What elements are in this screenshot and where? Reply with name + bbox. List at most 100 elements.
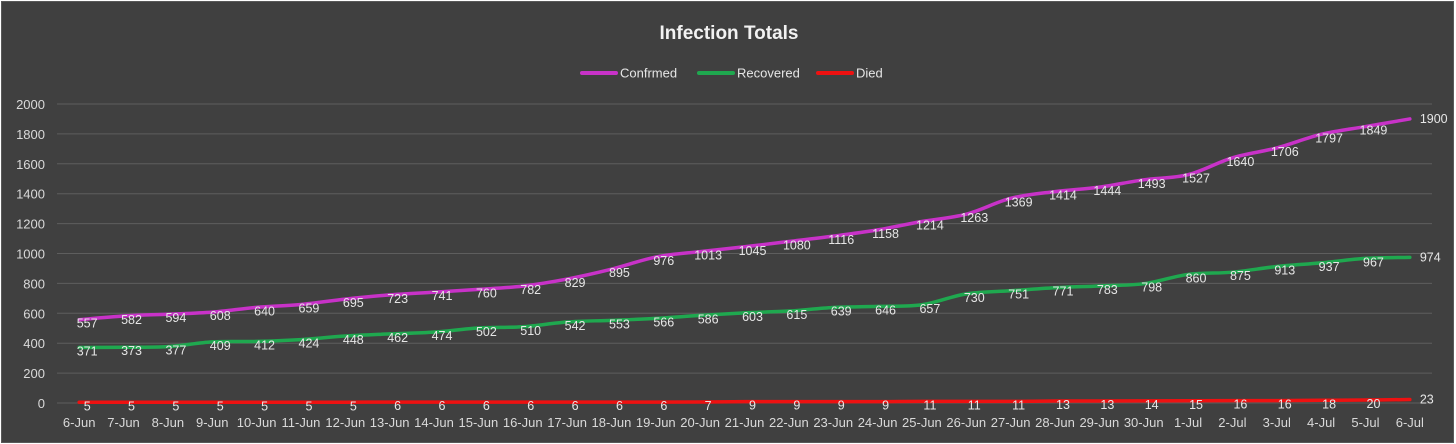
x-tick-label: 15-Jun xyxy=(458,415,498,430)
data-label-died: 11 xyxy=(1012,398,1025,412)
data-label-confrmed: 1527 xyxy=(1182,172,1210,186)
x-tick-label: 8-Jun xyxy=(152,415,185,430)
data-label-died: 16 xyxy=(1233,398,1247,412)
legend: Confrmed Recovered Died xyxy=(580,66,883,81)
x-tick-label: 14-Jun xyxy=(414,415,454,430)
x-tick-label: 19-Jun xyxy=(636,415,676,430)
data-label-recovered: 646 xyxy=(875,303,896,317)
y-tick-label: 1800 xyxy=(16,127,45,142)
data-label-confrmed: 723 xyxy=(387,292,408,306)
data-label-died: 11 xyxy=(968,398,981,412)
data-label-recovered: 783 xyxy=(1097,283,1118,297)
x-axis: 6-Jun 7-Jun 8-Jun 9-Jun 10-Jun 11-Jun 12-Jun 13… xyxy=(63,415,1424,430)
data-label-confrmed: 1263 xyxy=(960,211,988,225)
x-tick-label: 27-Jun xyxy=(991,415,1031,430)
x-tick-label: 13-Jun xyxy=(370,415,410,430)
data-label-died: 14 xyxy=(1145,398,1159,412)
data-label-confrmed: 976 xyxy=(653,254,674,268)
data-label-died: 23 xyxy=(1420,393,1434,407)
data-label-recovered: 424 xyxy=(299,337,320,351)
data-label-confrmed: 557 xyxy=(77,317,98,331)
x-tick-label: 30-Jun xyxy=(1124,415,1164,430)
data-label-recovered: 553 xyxy=(609,317,630,331)
data-label-recovered: 377 xyxy=(165,344,186,358)
data-label-confrmed: 1369 xyxy=(1005,195,1033,209)
data-label-died: 13 xyxy=(1100,398,1114,412)
y-tick-label: 200 xyxy=(23,366,45,381)
data-label-died: 15 xyxy=(1189,398,1203,412)
data-label-died: 6 xyxy=(439,399,446,413)
data-label-recovered: 462 xyxy=(387,331,408,345)
data-label-confrmed: 640 xyxy=(254,304,275,318)
y-tick-label: 1600 xyxy=(16,157,45,172)
data-label-confrmed: 782 xyxy=(520,283,541,297)
x-tick-label: 12-Jun xyxy=(325,415,365,430)
y-tick-label: 2000 xyxy=(16,97,45,112)
data-label-confrmed: 1493 xyxy=(1138,177,1166,191)
data-label-died: 5 xyxy=(172,399,179,413)
data-label-recovered: 586 xyxy=(698,312,719,326)
series-line-recovered xyxy=(77,255,1412,350)
x-tick-label: 3-Jul xyxy=(1263,415,1291,430)
x-tick-label: 23-Jun xyxy=(813,415,853,430)
legend-label-recovered: Recovered xyxy=(737,66,800,81)
data-label-confrmed: 1013 xyxy=(694,249,722,263)
data-label-recovered: 937 xyxy=(1319,260,1340,274)
data-label-died: 9 xyxy=(838,399,845,413)
data-label-died: 18 xyxy=(1322,397,1336,411)
data-label-died: 9 xyxy=(749,399,756,413)
data-label-died: 7 xyxy=(705,399,712,413)
data-label-confrmed: 1444 xyxy=(1093,184,1121,198)
x-tick-label: 26-Jun xyxy=(946,415,986,430)
legend-label-died: Died xyxy=(856,66,883,81)
data-label-recovered: 566 xyxy=(653,315,674,329)
data-label-died: 16 xyxy=(1278,398,1292,412)
y-tick-label: 400 xyxy=(23,336,45,351)
y-tick-label: 1200 xyxy=(16,217,45,232)
x-tick-label: 21-Jun xyxy=(725,415,765,430)
data-label-confrmed: 695 xyxy=(343,296,364,310)
data-label-confrmed: 594 xyxy=(165,311,186,325)
data-label-recovered: 751 xyxy=(1008,288,1029,302)
data-label-confrmed: 760 xyxy=(476,286,497,300)
data-label-died: 6 xyxy=(616,399,623,413)
data-label-recovered: 771 xyxy=(1053,285,1074,299)
x-tick-label: 6-Jul xyxy=(1396,415,1424,430)
data-label-died: 9 xyxy=(882,399,889,413)
x-tick-label: 29-Jun xyxy=(1079,415,1119,430)
data-label-recovered: 474 xyxy=(432,329,453,343)
data-label-recovered: 798 xyxy=(1141,281,1162,295)
data-label-confrmed: 1900 xyxy=(1420,112,1448,126)
legend-label-confrmed: Confrmed xyxy=(620,66,677,81)
x-tick-label: 4-Jul xyxy=(1307,415,1335,430)
data-label-died: 20 xyxy=(1367,397,1381,411)
series-lines xyxy=(77,117,1412,405)
data-label-died: 5 xyxy=(84,399,91,413)
data-label-confrmed: 895 xyxy=(609,266,630,280)
y-tick-label: 600 xyxy=(23,306,45,321)
data-label-recovered: 448 xyxy=(343,333,364,347)
data-label-recovered: 371 xyxy=(77,345,98,359)
x-tick-label: 24-Jun xyxy=(858,415,898,430)
data-label-died: 5 xyxy=(217,399,224,413)
data-label-recovered: 615 xyxy=(786,308,807,322)
data-label-died: 6 xyxy=(527,399,534,413)
x-tick-label: 6-Jun xyxy=(63,415,96,430)
y-axis: 0 200 400 600 800 1000 1200 1400 1600 1800 2000 xyxy=(16,97,45,411)
x-tick-label: 20-Jun xyxy=(680,415,720,430)
data-label-confrmed: 1640 xyxy=(1226,155,1254,169)
data-label-died: 5 xyxy=(305,399,312,413)
data-label-confrmed: 741 xyxy=(432,289,453,303)
data-label-recovered: 967 xyxy=(1363,255,1384,269)
data-label-died: 9 xyxy=(793,399,800,413)
x-tick-label: 1-Jul xyxy=(1174,415,1202,430)
x-tick-label: 28-Jun xyxy=(1035,415,1075,430)
x-tick-label: 25-Jun xyxy=(902,415,942,430)
data-label-recovered: 510 xyxy=(520,324,541,338)
data-labels: 557 582 594 608 640 659 695 723 741 760 7828298959… xyxy=(77,112,1448,413)
x-tick-label: 16-Jun xyxy=(503,415,543,430)
x-tick-label: 9-Jun xyxy=(196,415,229,430)
x-tick-label: 7-Jun xyxy=(107,415,140,430)
